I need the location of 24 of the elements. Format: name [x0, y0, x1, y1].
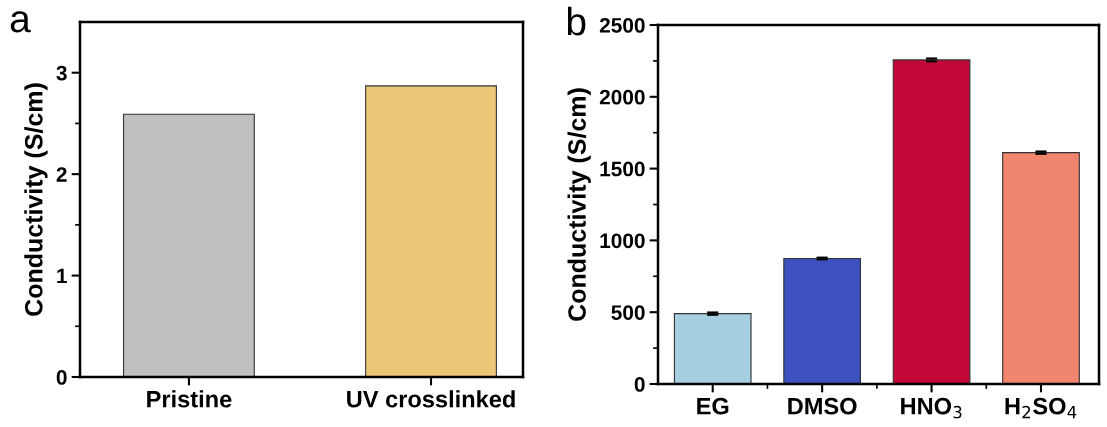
y-tick-label: 1 — [57, 268, 67, 284]
y-tick-label: 2 — [56, 167, 67, 182]
bar — [783, 257, 861, 384]
x-tick-label: DMSO — [788, 397, 857, 415]
y-tick-label: 2000 — [599, 89, 645, 105]
text: b — [567, 6, 586, 36]
text: a — [10, 11, 31, 33]
y-tick-label: 0 — [634, 377, 645, 392]
x-tick-label: H$_{2}$SO$_{4}$ — [1005, 397, 1077, 419]
x-tick-label: Pristine — [147, 390, 232, 408]
x-tick-label: HNO$_{3}$ — [901, 397, 962, 419]
y-tick-label: 1500 — [600, 161, 645, 177]
x-tick-label: EG — [697, 397, 729, 415]
y-tick-label: 500 — [611, 305, 645, 320]
y-axis-title: Conductivity (S/cm) — [24, 83, 48, 316]
x-tick-label: UV crosslinked — [347, 390, 515, 408]
y-axis-title: Conductivity (S/cm) — [567, 88, 591, 321]
y-tick-label: 1000 — [600, 233, 645, 249]
y-tick-label: 2500 — [599, 18, 645, 33]
bar — [1002, 152, 1080, 384]
y-tick-label: 0 — [56, 370, 67, 385]
bar — [673, 313, 752, 384]
bar — [892, 59, 971, 384]
y-tick-label: 3 — [56, 65, 67, 81]
